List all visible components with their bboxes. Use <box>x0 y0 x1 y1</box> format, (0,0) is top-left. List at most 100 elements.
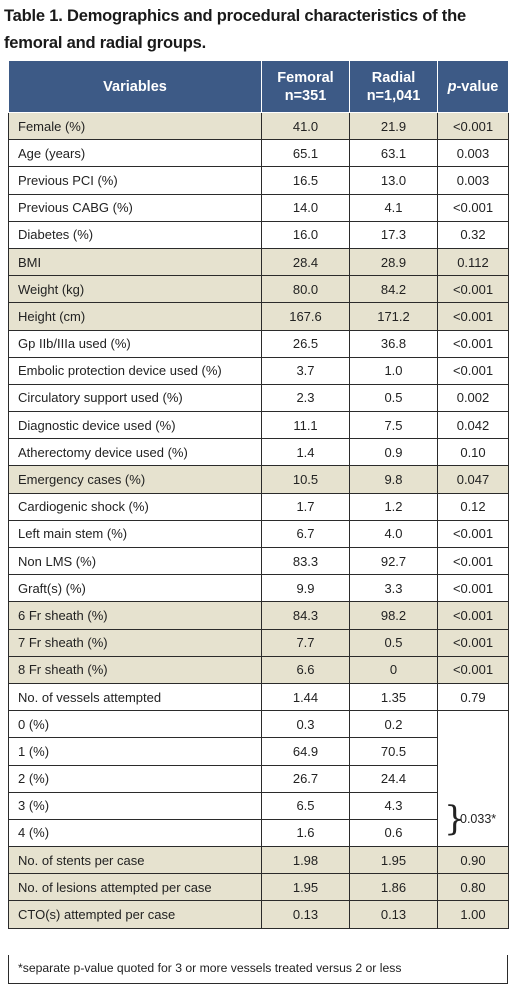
pvalue-cell: 0.80 <box>437 873 509 902</box>
pvalue-cell <box>437 737 509 765</box>
femoral-value: 10.5 <box>261 465 350 494</box>
row-label: Diabetes (%) <box>8 220 262 249</box>
table-row: Age (years) 65.1 63.1 0.003 <box>8 139 509 168</box>
table-row: Previous CABG (%) 14.0 4.1 <0.001 <box>8 193 509 222</box>
radial-value: 9.8 <box>349 465 438 494</box>
femoral-value: 9.9 <box>261 574 350 603</box>
row-label: CTO(s) attempted per case <box>8 900 262 929</box>
pvalue-cell: 0.90 <box>437 846 509 875</box>
femoral-value: 84.3 <box>261 601 350 630</box>
pvalue-cell: 0.79 <box>437 682 509 712</box>
radial-value: 1.86 <box>349 873 438 902</box>
row-label: Graft(s) (%) <box>8 574 262 603</box>
header-pvalue-p: p <box>447 78 457 95</box>
radial-value: 70.5 <box>349 737 438 766</box>
radial-value: 0.13 <box>349 900 438 929</box>
radial-value: 0.6 <box>349 818 438 848</box>
pvalue-cell: 0.12 <box>437 492 509 521</box>
header-radial-n: n=1,041 <box>366 87 421 104</box>
row-label: Atherectomy device used (%) <box>8 438 262 467</box>
row-label: 1 (%) <box>8 737 262 766</box>
table-row: 8 Fr sheath (%) 6.6 0 <0.001 <box>8 655 509 684</box>
pvalue-cell: 0.002 <box>437 383 509 413</box>
pvalue-cell: <0.001 <box>437 519 509 549</box>
pvalue-cell: 0.047 <box>437 465 509 494</box>
table-row: Graft(s) (%) 9.9 3.3 <0.001 <box>8 574 509 603</box>
femoral-value: 6.6 <box>261 655 350 684</box>
row-label: Emergency cases (%) <box>8 465 262 494</box>
table-row: Embolic protection device used (%) 3.7 1.0… <box>8 356 509 385</box>
row-label: Age (years) <box>8 139 262 168</box>
femoral-value: 11.1 <box>261 411 350 440</box>
femoral-value: 6.5 <box>261 791 350 820</box>
pvalue-cell: 0.112 <box>437 247 509 277</box>
femoral-value: 65.1 <box>261 139 350 168</box>
femoral-value: 1.95 <box>261 873 350 902</box>
row-label: Previous CABG (%) <box>8 193 262 222</box>
pvalue-cell <box>437 710 509 738</box>
table-row: No. of vessels attempted 1.44 1.35 0.79 <box>8 682 509 712</box>
row-label: 0 (%) <box>8 710 262 739</box>
radial-value: 4.0 <box>349 519 438 549</box>
femoral-value: 167.6 <box>261 302 350 331</box>
header-variables: Variables <box>8 60 262 113</box>
radial-value: 1.2 <box>349 492 438 521</box>
table-caption: Table 1. Demographics and procedural cha… <box>4 7 466 52</box>
table-row: BMI 28.4 28.9 0.112 <box>8 247 509 277</box>
femoral-value: 16.5 <box>261 166 350 195</box>
row-label: 4 (%) <box>8 818 262 848</box>
table-row: 7 Fr sheath (%) 7.7 0.5 <0.001 <box>8 628 509 657</box>
row-label: Weight (kg) <box>8 275 262 304</box>
table-row: No. of lesions attempted per case 1.95 1.8… <box>8 873 509 902</box>
pvalue-cell: <0.001 <box>437 546 509 576</box>
radial-value: 28.9 <box>349 247 438 277</box>
row-label: 7 Fr sheath (%) <box>8 628 262 657</box>
table-row: Left main stem (%) 6.7 4.0 <0.001 <box>8 519 509 549</box>
femoral-value: 26.7 <box>261 764 350 793</box>
femoral-value: 7.7 <box>261 628 350 657</box>
femoral-value: 1.98 <box>261 846 350 875</box>
radial-value: 0 <box>349 655 438 684</box>
table-row: 4 (%) 1.6 0.6} 0.033* <box>8 802 509 848</box>
table-row: Female (%) 41.0 21.9 <0.001 <box>8 111 509 141</box>
table-row: Weight (kg) 80.0 84.2 <0.001 <box>8 275 509 304</box>
brace-pvalue: 0.033* <box>460 812 497 827</box>
femoral-value: 1.7 <box>261 492 350 521</box>
table-header: Variables Femoral n=351 Radial n=1,041 p… <box>8 60 509 113</box>
radial-value: 63.1 <box>349 139 438 168</box>
radial-value: 1.0 <box>349 356 438 385</box>
radial-value: 0.9 <box>349 438 438 467</box>
row-label: 3 (%) <box>8 791 262 820</box>
femoral-value: 6.7 <box>261 519 350 549</box>
radial-value: 24.4 <box>349 764 438 793</box>
table-row: 0 (%) 0.3 0.2 <box>8 710 509 739</box>
femoral-value: 0.13 <box>261 900 350 929</box>
brace-icon: } <box>444 799 466 840</box>
radial-value: 84.2 <box>349 275 438 304</box>
pvalue-cell: 0.003 <box>437 166 509 195</box>
table-row: 1 (%) 64.9 70.5 <box>8 737 509 766</box>
table-row: Non LMS (%) 83.3 92.7 <0.001 <box>8 546 509 576</box>
row-label: Height (cm) <box>8 302 262 331</box>
pvalue-cell: <0.001 <box>437 628 509 657</box>
row-label: BMI <box>8 247 262 277</box>
table-row: Atherectomy device used (%) 1.4 0.9 0.10 <box>8 438 509 467</box>
femoral-value: 16.0 <box>261 220 350 249</box>
table-row: Height (cm) 167.6 171.2 <0.001 <box>8 302 509 331</box>
femoral-value: 14.0 <box>261 193 350 222</box>
row-label: No. of vessels attempted <box>8 682 262 712</box>
table-row: 2 (%) 26.7 24.4 <box>8 764 509 793</box>
table-row: Previous PCI (%) 16.5 13.0 0.003 <box>8 166 509 195</box>
pvalue-cell: <0.001 <box>437 601 509 630</box>
femoral-value: 80.0 <box>261 275 350 304</box>
table-row: Emergency cases (%) 10.5 9.8 0.047 <box>8 465 509 494</box>
pvalue-cell: 0.003 <box>437 139 509 168</box>
pvalue-cell: <0.001 <box>437 193 509 222</box>
header-radial-title: Radial <box>371 69 416 86</box>
row-label: Cardiogenic shock (%) <box>8 492 262 521</box>
header-pvalue-rest: -value <box>456 78 499 95</box>
radial-value: 1.95 <box>349 846 438 875</box>
femoral-value: 1.4 <box>261 438 350 467</box>
pvalue-cell <box>437 792 509 820</box>
table-row: Cardiogenic shock (%) 1.7 1.2 0.12 <box>8 492 509 521</box>
